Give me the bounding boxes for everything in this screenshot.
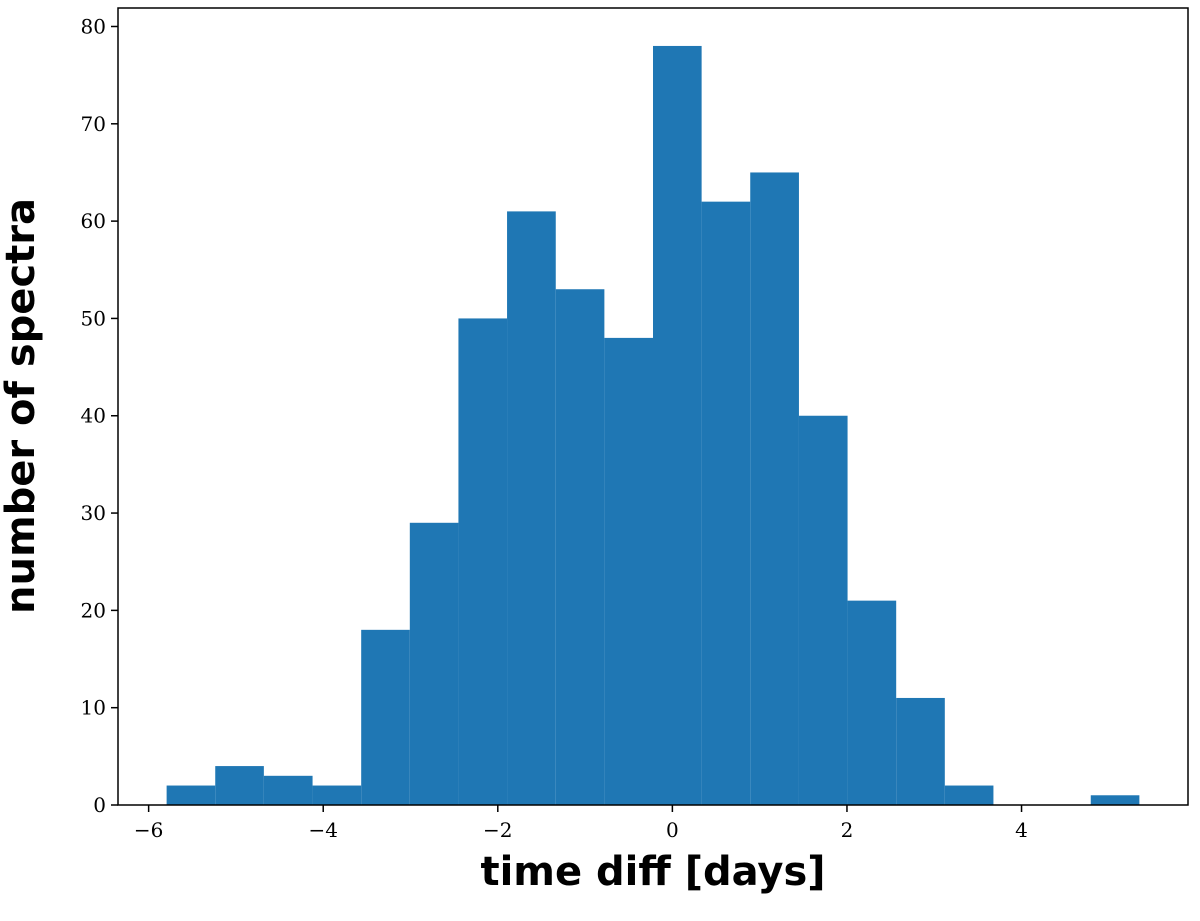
bar (507, 211, 556, 805)
x-axis-label: time diff [days] (480, 849, 825, 895)
y-tick-label: 60 (81, 209, 106, 233)
bar (458, 318, 508, 805)
bar (896, 697, 945, 805)
y-tick-label: 10 (81, 696, 106, 720)
bar (944, 785, 994, 805)
bar (409, 522, 459, 805)
plot-frame (117, 7, 1189, 806)
bar (750, 172, 799, 805)
bar (653, 45, 702, 805)
y-tick-label: 70 (81, 112, 106, 136)
bar (361, 629, 410, 805)
x-tick-label: 2 (841, 818, 854, 842)
bar (215, 766, 264, 805)
y-tick-label: 20 (81, 598, 106, 622)
x-tick-label: −2 (483, 818, 512, 842)
y-tick-label: 40 (81, 404, 106, 428)
x-tick-label: 0 (666, 818, 679, 842)
bar (798, 415, 848, 805)
y-tick-label: 50 (81, 306, 106, 330)
bar (604, 337, 653, 805)
y-axis-label: number of spectra (0, 198, 44, 614)
x-tick-label: −4 (308, 818, 337, 842)
bar (555, 289, 605, 805)
bar (701, 201, 751, 806)
y-tick-label: 80 (81, 14, 106, 38)
bar (312, 785, 362, 805)
bar (263, 775, 313, 805)
bar (166, 785, 216, 805)
bar (1090, 795, 1140, 805)
bar (847, 600, 897, 805)
x-tick-label: 4 (1015, 818, 1028, 842)
y-tick-label: 30 (81, 501, 106, 525)
y-tick-label: 0 (93, 793, 106, 817)
x-tick-label: −6 (134, 818, 163, 842)
